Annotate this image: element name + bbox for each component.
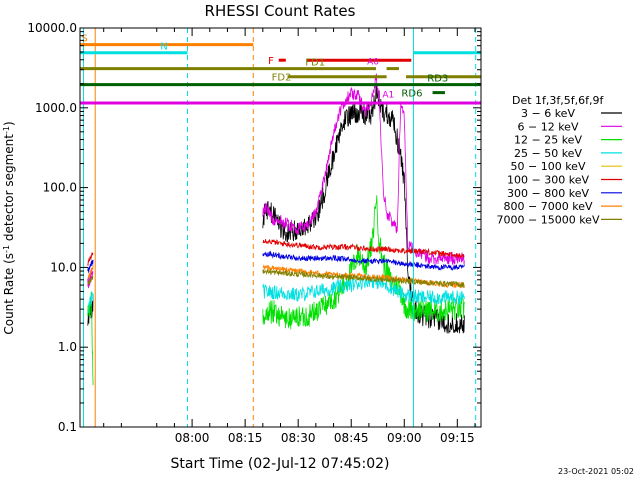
legend-label-8: 7000 − 15000 keV [497, 213, 600, 226]
y-axis-label: Count Rate (s-1 detector segment-1) [2, 121, 17, 334]
y-tick-label: 0.1 [58, 420, 77, 434]
flag-label-fd2: FD2 [272, 73, 292, 84]
attenuator-label-a1: A1 [382, 90, 394, 100]
flag-label-rd3: RD3 [427, 74, 448, 85]
flag-label-f: F [268, 56, 274, 67]
series-traces [87, 73, 465, 386]
timestamp: 23-Oct-2021 05:02 [558, 467, 634, 476]
legend-label-1: 6 − 12 keV [518, 120, 579, 133]
trace-100-300-kev-seg1 [262, 238, 465, 260]
trace-25-50-kev-seg0 [87, 291, 94, 314]
y-tick-label: 1.0 [58, 340, 77, 354]
legend-label-7: 800 − 7000 keV [504, 200, 593, 213]
x-tick-label: 09:00 [387, 431, 422, 445]
flag-label-rd6: RD6 [401, 89, 422, 100]
axes: 0.1 1.0 10.0 100.0 1000.0 10000.0 08:00 08:15 08… [27, 21, 481, 445]
trace-7000-15000-kev-seg1 [262, 269, 465, 289]
trace-300-800-kev-seg0 [87, 259, 94, 274]
flag-label-s: S [81, 34, 87, 45]
legend-label-3: 25 − 50 keV [514, 147, 582, 160]
y-tick-label: 100.0 [43, 181, 77, 195]
flag-label-n: N [160, 42, 167, 53]
flag-bars: S N F FD1 FD2 RD3 RD6 A0 A1 [80, 34, 481, 105]
flag-label-fd1: FD1 [305, 58, 325, 69]
chart-title: RHESSI Count Rates [205, 2, 356, 20]
legend-label-6: 300 − 800 keV [507, 187, 589, 200]
legend-label-5: 100 − 300 keV [507, 174, 589, 187]
x-tick-label: 08:00 [175, 431, 210, 445]
trace-100-300-kev-seg0 [87, 252, 94, 266]
x-tick-label: 08:15 [228, 431, 263, 445]
trace-300-800-kev-seg1 [262, 250, 465, 272]
x-tick-label: 08:45 [334, 431, 369, 445]
y-tick-label: 1000.0 [35, 101, 77, 115]
trace-800-7000-kev-seg0 [87, 265, 94, 280]
attenuator-label-a0: A0 [367, 57, 379, 67]
trace-7000-15000-kev-seg0 [87, 275, 94, 285]
legend-label-2: 12 − 25 keV [514, 134, 582, 147]
legend-title: Det 1f,3f,5f,6f,9f [512, 94, 605, 107]
x-tick-label: 09:15 [440, 431, 475, 445]
y-tick-label: 10.0 [50, 260, 77, 274]
x-axis-label: Start Time (02-Jul-12 07:45:02) [170, 456, 389, 472]
legend-label-0: 3 − 6 keV [521, 107, 575, 120]
trace-6-12-kev-seg1 [262, 73, 465, 266]
x-tick-label: 08:30 [281, 431, 316, 445]
vertical-markers [83, 28, 477, 427]
legend-label-4: 50 − 100 keV [511, 160, 586, 173]
y-tick-label: 10000.0 [27, 21, 77, 35]
